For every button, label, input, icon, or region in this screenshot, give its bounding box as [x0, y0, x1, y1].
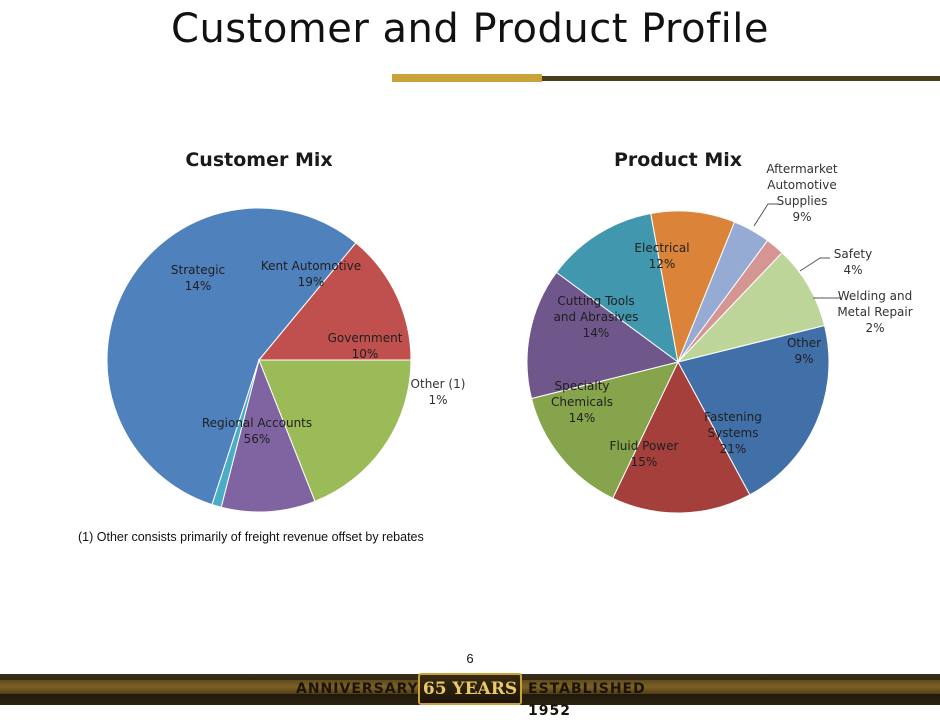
slice-label-text: Aftermarket	[766, 162, 837, 176]
leader-line	[753, 203, 778, 227]
slice-label-text: Other	[787, 336, 821, 350]
slice-label-text: Automotive	[767, 178, 836, 192]
product-mix-chart: Product Mix Fastening Systems 21% Fluid Pow…	[526, 149, 913, 514]
slice-percent: 14%	[583, 326, 610, 340]
slice-label: Cutting Tools and Abrasives 14%	[554, 294, 639, 340]
pie-slice	[258, 359, 412, 502]
slice-label-text: Systems	[708, 426, 759, 440]
slice-percent: 1%	[428, 393, 447, 407]
slice-label-text: Fluid Power	[610, 439, 679, 453]
slice-percent: 10%	[352, 347, 379, 361]
chart-title: Customer Mix	[185, 149, 332, 171]
slide-title: Customer and Product Profile	[171, 6, 769, 52]
slice-label: Other 9%	[787, 336, 821, 366]
slice-percent: 19%	[298, 275, 325, 289]
pie-slice	[650, 210, 736, 364]
slice-label: Electrical 12%	[634, 241, 689, 271]
pie-slice	[526, 271, 680, 400]
chart-title: Product Mix	[614, 149, 742, 171]
pie-slice	[530, 361, 679, 499]
title-rule-gold	[392, 74, 542, 82]
slice-percent: 9%	[792, 210, 811, 224]
slice-label: Other (1) 1%	[411, 377, 466, 407]
slice-label-text: Electrical	[634, 241, 689, 255]
slice-label-text: Chemicals	[551, 395, 613, 409]
pie-slice	[257, 242, 412, 361]
banner-anniversary-text: ANNIVERSARY	[296, 681, 419, 697]
slice-percent: 14%	[185, 279, 212, 293]
page-number: 6	[466, 651, 474, 666]
slice-label-text: Metal Repair	[837, 305, 912, 319]
slice-percent: 12%	[649, 257, 676, 271]
pie-slice	[106, 207, 357, 506]
pie-slice	[612, 360, 751, 514]
slice-percent: 2%	[865, 321, 884, 335]
pie-slice	[555, 212, 679, 364]
slice-label-text: Regional Accounts	[202, 416, 312, 430]
slice-percent: 15%	[631, 455, 658, 469]
slice-label-text: Safety	[834, 247, 872, 261]
slice-label-text: Other (1)	[411, 377, 466, 391]
slice-percent: 9%	[794, 352, 813, 366]
slice-label-text: Government	[328, 331, 403, 345]
slice-label: Welding and Metal Repair 2%	[837, 289, 912, 335]
pie-charts: Customer Mix Regional Accounts 56% Strateg…	[106, 149, 913, 514]
slice-label: Strategic 14%	[171, 263, 225, 293]
pie-slice	[677, 324, 830, 496]
slice-label: Specialty Chemicals 14%	[551, 379, 613, 425]
slice-label: Government 10%	[328, 331, 403, 361]
slice-percent: 14%	[569, 411, 596, 425]
customer-mix-chart: Customer Mix Regional Accounts 56% Strateg…	[106, 149, 466, 513]
slice-percent: 21%	[720, 442, 747, 456]
slice-label: Fluid Power 15%	[610, 439, 679, 469]
pie-slice	[220, 358, 316, 513]
banner-established-text: ESTABLISHED 1952	[528, 681, 646, 719]
slice-label-text: Welding and	[838, 289, 912, 303]
pie-slice	[211, 359, 260, 508]
leader-line	[799, 257, 830, 272]
title-rule-dark	[542, 76, 940, 81]
slice-label-text: Fastening	[704, 410, 762, 424]
slice-label-text: Cutting Tools	[557, 294, 634, 308]
slice-label: Fastening Systems 21%	[704, 410, 762, 456]
slice-label-text: Supplies	[777, 194, 828, 208]
slice-label-text: Strategic	[171, 263, 225, 277]
slice-label: Kent Automotive 19%	[261, 259, 361, 289]
pie-slice	[676, 251, 826, 363]
footnote: (1) Other consists primarily of freight …	[78, 530, 424, 544]
slice-label-text: Specialty	[554, 379, 609, 393]
slice-label: Safety 4%	[834, 247, 872, 277]
slice-label-text: and Abrasives	[554, 310, 639, 324]
anniversary-emblem: 65 YEARS	[418, 673, 522, 705]
slice-label: Aftermarket Automotive Supplies 9%	[766, 162, 837, 224]
slice-label-text: Kent Automotive	[261, 259, 361, 273]
slice-percent: 56%	[244, 432, 271, 446]
slice-label: Regional Accounts 56%	[202, 416, 312, 446]
slice-percent: 4%	[843, 263, 862, 277]
